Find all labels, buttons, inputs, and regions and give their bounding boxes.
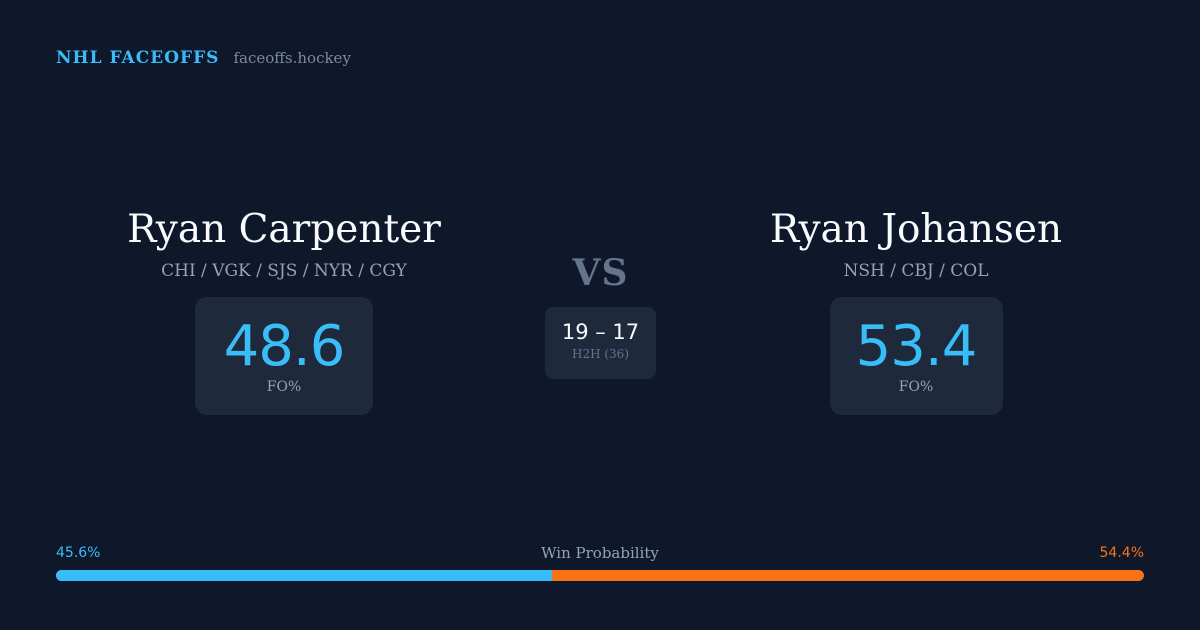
h2h-label: H2H (36) <box>571 347 629 361</box>
right-player-fo-value: 53.4 <box>855 314 978 379</box>
right-player-panel: Ryan Johansen NSH / CBJ / COL 53.4 FO% <box>686 205 1146 415</box>
left-win-probability: 45.6% <box>56 545 101 561</box>
right-win-probability: 54.4% <box>1099 545 1144 561</box>
brand-title[interactable]: NHL FACEOFFS <box>56 48 220 68</box>
left-win-probability-fill <box>56 570 553 581</box>
right-player-teams: NSH / CBJ / COL <box>843 261 989 281</box>
left-player-fo-card: 48.6 FO% <box>195 297 373 415</box>
win-probability-title: Win Probability <box>541 544 659 562</box>
left-player-teams: CHI / VGK / SJS / NYR / CGY <box>161 261 407 281</box>
vs-label: VS <box>572 252 629 294</box>
right-player-name[interactable]: Ryan Johansen <box>769 207 1063 252</box>
win-probability-bar <box>56 570 1144 581</box>
brand-header: NHL FACEOFFS faceoffs.hockey <box>56 48 351 68</box>
h2h-score: 19 – 17 <box>561 320 640 344</box>
right-player-fo-label: FO% <box>898 379 934 395</box>
win-probability: 45.6% Win Probability 54.4% <box>56 543 1144 581</box>
brand-site[interactable]: faceoffs.hockey <box>233 49 351 67</box>
left-player-fo-value: 48.6 <box>223 314 346 379</box>
left-player-panel: Ryan Carpenter CHI / VGK / SJS / NYR / C… <box>54 205 514 415</box>
left-player-name[interactable]: Ryan Carpenter <box>127 207 441 252</box>
win-probability-labels: 45.6% Win Probability 54.4% <box>56 543 1144 563</box>
right-player-fo-card: 53.4 FO% <box>829 297 1003 415</box>
h2h-card: 19 – 17 H2H (36) <box>545 307 656 379</box>
left-player-fo-label: FO% <box>266 379 302 395</box>
